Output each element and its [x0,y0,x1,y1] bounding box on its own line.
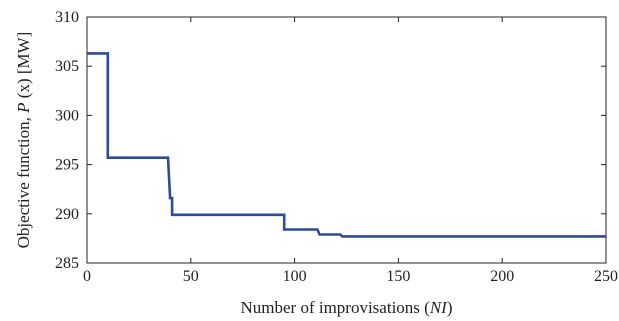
x-tick-label: 0 [83,268,91,285]
series-line [87,52,606,238]
x-axis-label-var: NI [429,298,448,317]
x-axis: 0 50 100 150 200 250 [83,17,618,285]
plot-area: 0 50 100 150 200 250 285 290 295 300 305 310 [55,9,618,285]
x-tick-label: 100 [283,268,307,285]
y-tick-label: 305 [55,58,79,75]
y-tick-label: 290 [55,206,79,223]
y-axis-label-end: (x) [MW] [14,32,33,103]
x-tick-label: 250 [594,268,618,285]
x-tick-label: 50 [183,268,199,285]
y-axis-label-var: P [14,102,33,113]
x-axis-label-end: ) [447,298,453,317]
y-axis-label: Objective function, P (x) [MW] [14,32,33,249]
y-tick-label: 300 [55,107,79,124]
x-tick-label: 200 [490,268,514,285]
x-axis-label-text: Number of improvisations ( [240,298,430,317]
x-tick-label: 150 [386,268,410,285]
y-tick-label: 310 [55,9,79,26]
x-axis-label: Number of improvisations (NI) [240,298,452,317]
y-axis-label-text: Objective function, [14,113,33,249]
plot-frame [86,16,607,264]
y-tick-label: 285 [55,255,79,272]
y-axis: 285 290 295 300 305 310 [55,9,606,272]
y-tick-label: 295 [55,157,79,174]
